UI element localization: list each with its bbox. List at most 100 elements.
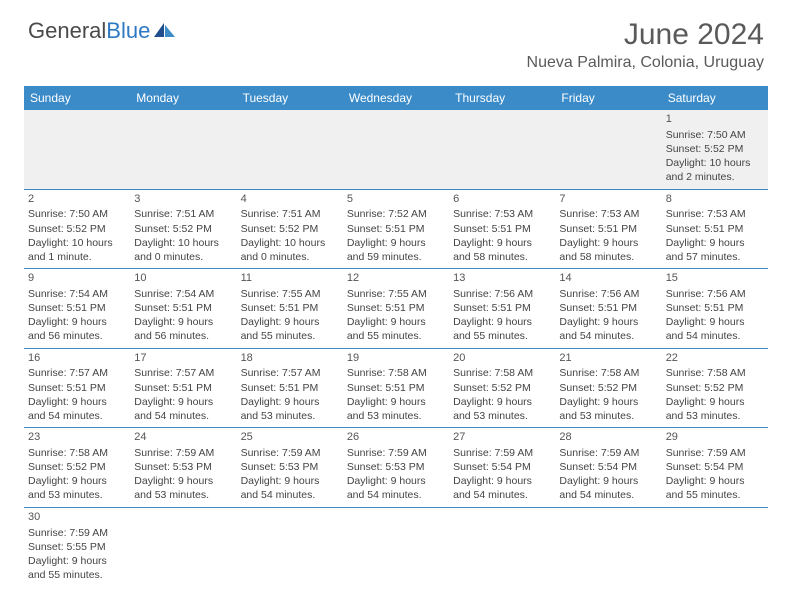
logo-text-blue: Blue — [106, 18, 150, 44]
sunset-text: Sunset: 5:52 PM — [666, 142, 764, 156]
daylight-text: and 53 minutes. — [134, 488, 232, 502]
day-header: Sunday — [24, 86, 130, 110]
sunrise-text: Sunrise: 7:59 AM — [347, 446, 445, 460]
daylight-text: Daylight: 9 hours — [28, 554, 126, 568]
day-cell: 25Sunrise: 7:59 AMSunset: 5:53 PMDayligh… — [237, 428, 343, 508]
daylight-text: and 54 minutes. — [347, 488, 445, 502]
daylight-text: and 54 minutes. — [28, 409, 126, 423]
daylight-text: and 1 minute. — [28, 250, 126, 264]
sunrise-text: Sunrise: 7:50 AM — [28, 207, 126, 221]
sunset-text: Sunset: 5:55 PM — [28, 540, 126, 554]
sunrise-text: Sunrise: 7:56 AM — [666, 287, 764, 301]
day-number: 28 — [559, 430, 657, 445]
sunrise-text: Sunrise: 7:50 AM — [666, 128, 764, 142]
location: Nueva Palmira, Colonia, Uruguay — [527, 54, 764, 72]
day-number: 27 — [453, 430, 551, 445]
daylight-text: Daylight: 9 hours — [666, 474, 764, 488]
day-number: 11 — [241, 271, 339, 286]
daylight-text: Daylight: 9 hours — [666, 315, 764, 329]
day-number: 21 — [559, 351, 657, 366]
sunset-text: Sunset: 5:52 PM — [28, 222, 126, 236]
logo: GeneralBlue — [28, 18, 176, 44]
sunrise-text: Sunrise: 7:55 AM — [347, 287, 445, 301]
day-cell: 20Sunrise: 7:58 AMSunset: 5:52 PMDayligh… — [449, 348, 555, 428]
empty-cell — [343, 507, 449, 586]
sunset-text: Sunset: 5:51 PM — [347, 381, 445, 395]
daylight-text: and 53 minutes. — [347, 409, 445, 423]
daylight-text: and 0 minutes. — [241, 250, 339, 264]
daylight-text: Daylight: 9 hours — [28, 315, 126, 329]
sunrise-text: Sunrise: 7:51 AM — [241, 207, 339, 221]
empty-cell — [449, 507, 555, 586]
day-cell: 19Sunrise: 7:58 AMSunset: 5:51 PMDayligh… — [343, 348, 449, 428]
day-cell: 24Sunrise: 7:59 AMSunset: 5:53 PMDayligh… — [130, 428, 236, 508]
day-cell: 21Sunrise: 7:58 AMSunset: 5:52 PMDayligh… — [555, 348, 661, 428]
daylight-text: and 53 minutes. — [241, 409, 339, 423]
calendar-week: 1Sunrise: 7:50 AMSunset: 5:52 PMDaylight… — [24, 110, 768, 189]
daylight-text: Daylight: 9 hours — [241, 315, 339, 329]
daylight-text: Daylight: 9 hours — [666, 395, 764, 409]
empty-cell — [343, 110, 449, 189]
sunset-text: Sunset: 5:52 PM — [28, 460, 126, 474]
day-cell: 30Sunrise: 7:59 AMSunset: 5:55 PMDayligh… — [24, 507, 130, 586]
empty-cell — [130, 507, 236, 586]
daylight-text: Daylight: 9 hours — [453, 395, 551, 409]
daylight-text: Daylight: 10 hours — [241, 236, 339, 250]
daylight-text: Daylight: 9 hours — [559, 315, 657, 329]
sunrise-text: Sunrise: 7:59 AM — [559, 446, 657, 460]
day-number: 19 — [347, 351, 445, 366]
day-number: 6 — [453, 192, 551, 207]
sunrise-text: Sunrise: 7:59 AM — [241, 446, 339, 460]
day-number: 8 — [666, 192, 764, 207]
title-block: June 2024 Nueva Palmira, Colonia, Urugua… — [527, 18, 764, 72]
day-number: 9 — [28, 271, 126, 286]
day-cell: 8Sunrise: 7:53 AMSunset: 5:51 PMDaylight… — [662, 189, 768, 269]
empty-cell — [555, 110, 661, 189]
daylight-text: and 2 minutes. — [666, 170, 764, 184]
daylight-text: Daylight: 9 hours — [347, 474, 445, 488]
day-number: 26 — [347, 430, 445, 445]
day-number: 23 — [28, 430, 126, 445]
logo-sail-icon — [154, 21, 176, 39]
day-header: Wednesday — [343, 86, 449, 110]
sunrise-text: Sunrise: 7:58 AM — [347, 366, 445, 380]
empty-cell — [555, 507, 661, 586]
daylight-text: and 54 minutes. — [241, 488, 339, 502]
sunset-text: Sunset: 5:54 PM — [666, 460, 764, 474]
sunset-text: Sunset: 5:51 PM — [28, 381, 126, 395]
day-cell: 6Sunrise: 7:53 AMSunset: 5:51 PMDaylight… — [449, 189, 555, 269]
sunrise-text: Sunrise: 7:51 AM — [134, 207, 232, 221]
daylight-text: Daylight: 9 hours — [453, 315, 551, 329]
day-number: 5 — [347, 192, 445, 207]
day-cell: 15Sunrise: 7:56 AMSunset: 5:51 PMDayligh… — [662, 269, 768, 349]
daylight-text: Daylight: 9 hours — [347, 315, 445, 329]
sunrise-text: Sunrise: 7:56 AM — [559, 287, 657, 301]
empty-cell — [130, 110, 236, 189]
day-header: Thursday — [449, 86, 555, 110]
day-cell: 1Sunrise: 7:50 AMSunset: 5:52 PMDaylight… — [662, 110, 768, 189]
day-cell: 7Sunrise: 7:53 AMSunset: 5:51 PMDaylight… — [555, 189, 661, 269]
daylight-text: Daylight: 9 hours — [559, 236, 657, 250]
sunrise-text: Sunrise: 7:53 AM — [666, 207, 764, 221]
sunset-text: Sunset: 5:51 PM — [453, 301, 551, 315]
daylight-text: and 57 minutes. — [666, 250, 764, 264]
sunset-text: Sunset: 5:53 PM — [347, 460, 445, 474]
day-cell: 28Sunrise: 7:59 AMSunset: 5:54 PMDayligh… — [555, 428, 661, 508]
daylight-text: and 58 minutes. — [559, 250, 657, 264]
daylight-text: and 53 minutes. — [559, 409, 657, 423]
daylight-text: and 54 minutes. — [559, 488, 657, 502]
sunset-text: Sunset: 5:51 PM — [453, 222, 551, 236]
daylight-text: and 55 minutes. — [347, 329, 445, 343]
sunset-text: Sunset: 5:51 PM — [347, 222, 445, 236]
sunset-text: Sunset: 5:54 PM — [453, 460, 551, 474]
sunset-text: Sunset: 5:51 PM — [28, 301, 126, 315]
day-cell: 2Sunrise: 7:50 AMSunset: 5:52 PMDaylight… — [24, 189, 130, 269]
day-cell: 11Sunrise: 7:55 AMSunset: 5:51 PMDayligh… — [237, 269, 343, 349]
day-cell: 17Sunrise: 7:57 AMSunset: 5:51 PMDayligh… — [130, 348, 236, 428]
day-number: 30 — [28, 510, 126, 525]
day-number: 7 — [559, 192, 657, 207]
header: GeneralBlue June 2024 Nueva Palmira, Col… — [0, 0, 792, 80]
day-cell: 9Sunrise: 7:54 AMSunset: 5:51 PMDaylight… — [24, 269, 130, 349]
daylight-text: and 53 minutes. — [666, 409, 764, 423]
daylight-text: and 56 minutes. — [134, 329, 232, 343]
